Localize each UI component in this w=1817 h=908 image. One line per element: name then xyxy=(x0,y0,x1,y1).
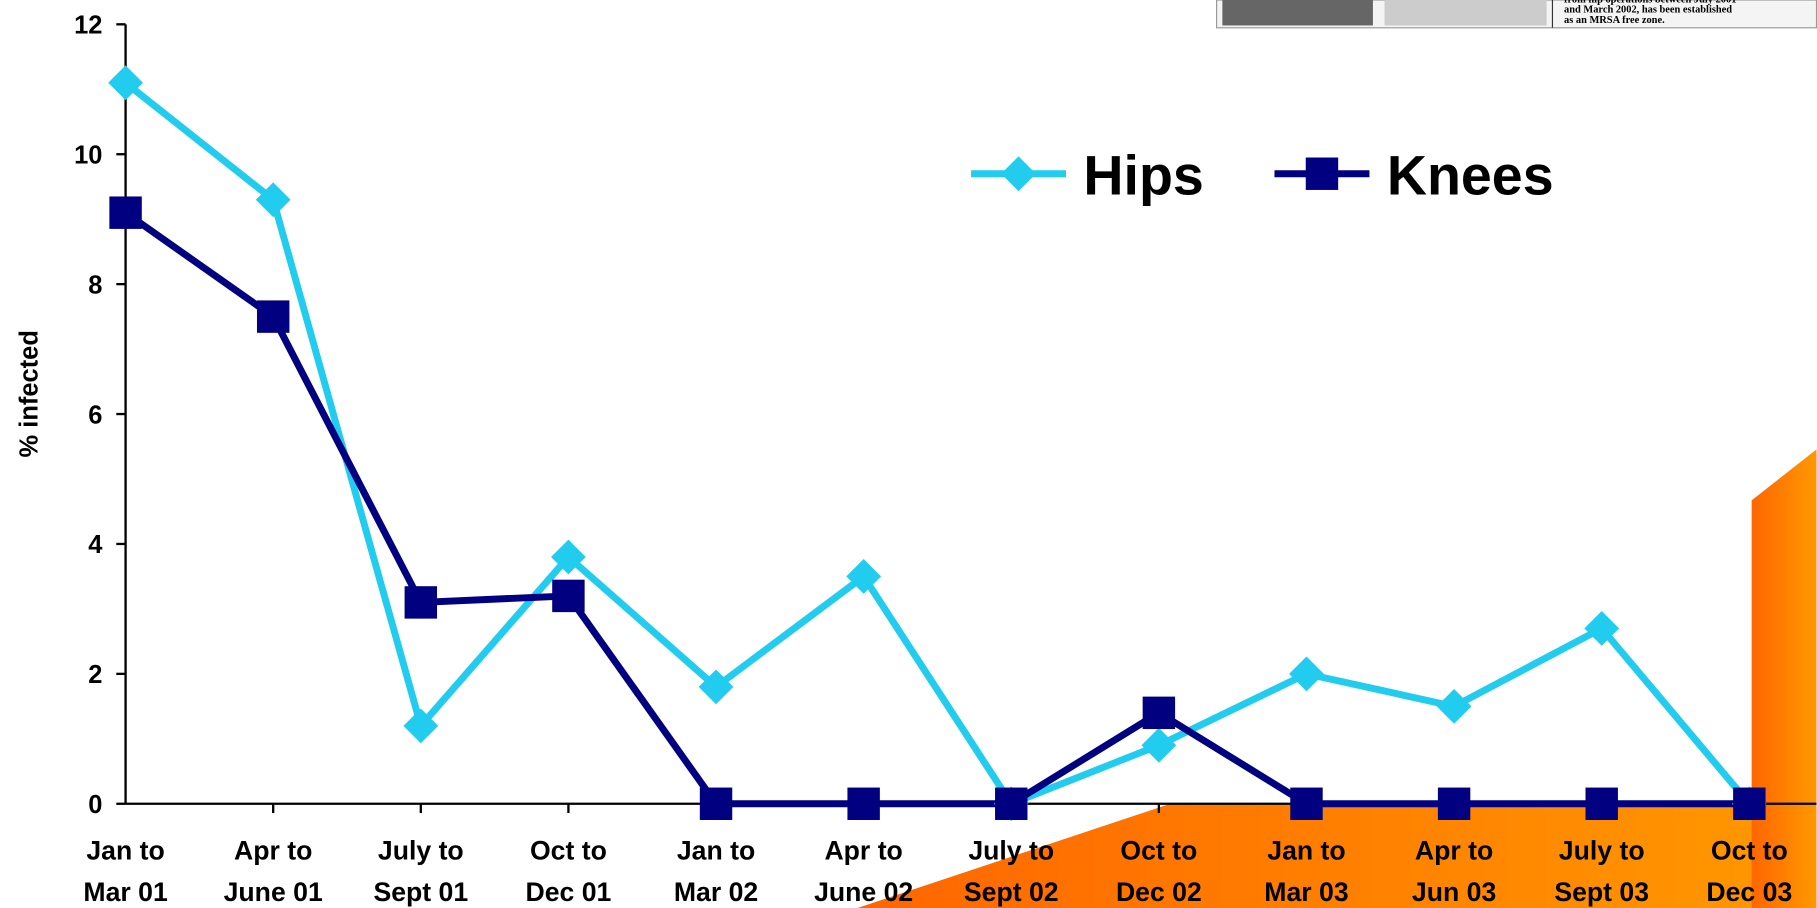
y-tick-label: 2 xyxy=(88,661,102,689)
point xyxy=(1289,656,1324,691)
legend-label: Hips xyxy=(1083,145,1203,207)
clipping-photo xyxy=(1385,0,1547,25)
legend-marker xyxy=(1001,156,1036,191)
y-tick-label: 0 xyxy=(88,791,102,819)
point xyxy=(405,586,437,618)
clipping-photo xyxy=(1222,0,1373,25)
point xyxy=(1290,788,1322,820)
point xyxy=(257,300,289,332)
point xyxy=(1733,788,1765,820)
point xyxy=(1438,788,1470,820)
point xyxy=(1142,728,1177,763)
series-line xyxy=(126,213,1750,804)
y-tick-label: 10 xyxy=(74,141,102,169)
point xyxy=(847,788,879,820)
point xyxy=(995,788,1027,820)
y-tick-label: 12 xyxy=(74,12,102,40)
point xyxy=(1437,689,1472,724)
y-tick-label: 8 xyxy=(88,271,102,299)
point xyxy=(109,196,141,228)
clipping-line: as an MRSA free zone. xyxy=(1564,15,1665,26)
y-tick-label: 4 xyxy=(88,531,103,559)
point xyxy=(1143,697,1175,729)
legend-item: Hips xyxy=(971,145,1204,207)
legend-item: Knees xyxy=(1274,145,1553,207)
chart: from hip operations between July 2001and… xyxy=(0,0,1817,908)
y-tick-label: 6 xyxy=(88,401,102,429)
page: from hip operations between July 2001and… xyxy=(0,0,1817,908)
clipping-line: and March 2002, has been established xyxy=(1564,5,1732,16)
point xyxy=(700,788,732,820)
point xyxy=(552,580,584,612)
legend-marker xyxy=(1306,158,1338,190)
y-axis-label: % infected xyxy=(16,330,44,457)
point xyxy=(1585,788,1617,820)
legend-label: Knees xyxy=(1387,145,1554,207)
